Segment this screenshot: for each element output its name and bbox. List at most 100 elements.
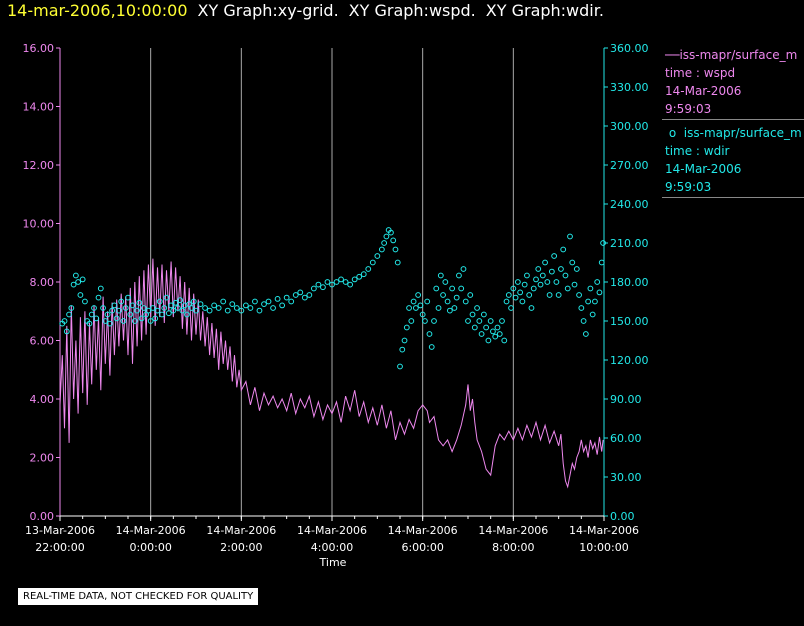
wdir-point [86, 320, 93, 327]
wdir-point [390, 237, 397, 244]
x-tick-label-date: 14-Mar-2006 [297, 524, 367, 537]
wdir-point [338, 276, 344, 283]
wdir-point [412, 305, 419, 311]
y-right-tick-label: 120.00 [610, 354, 649, 367]
wdir-point [544, 279, 551, 285]
legend-wdir-var: time : wdir [665, 144, 730, 158]
wdir-point [329, 281, 335, 288]
wdir-point [152, 315, 159, 322]
wdir-point [533, 276, 539, 283]
wdir-point [118, 298, 125, 305]
wdir-point [75, 279, 82, 285]
wdir-point [503, 298, 510, 305]
wdir-point [399, 346, 406, 353]
wdir-point [499, 318, 505, 324]
wdir-point [129, 302, 136, 309]
x-tick-label-time: 4:00:00 [311, 541, 353, 554]
wdir-point [159, 311, 165, 318]
wdir-point [576, 292, 582, 298]
wdir-point [410, 298, 417, 305]
wdir-point [467, 292, 474, 298]
wdir-point [388, 229, 394, 236]
wdir-point [428, 344, 435, 350]
wdir-point [150, 305, 156, 311]
wdir-point [437, 272, 444, 279]
graph-time: 14-mar-2006,10:00:00 [7, 1, 188, 20]
x-tick-label-date: 14-Mar-2006 [388, 524, 458, 537]
wdir-point [165, 310, 172, 317]
x-tick-label-date: 14-Mar-2006 [478, 524, 548, 537]
wdir-point [564, 285, 571, 292]
wdir-point [553, 279, 560, 285]
wdir-point [415, 292, 422, 298]
y-right-tick-label: 210.00 [610, 237, 649, 250]
wdir-point [224, 307, 231, 314]
wdir-point [528, 305, 535, 311]
legend-wdir-date: 14-Mar-2006 [665, 162, 742, 176]
wdir-point [347, 281, 354, 288]
wdir-point [184, 311, 190, 318]
y-left-tick-label: 8.00 [30, 276, 55, 289]
wdir-point [558, 266, 564, 272]
wdir-point [594, 279, 601, 285]
wdir-point [252, 298, 258, 305]
wdir-point [111, 302, 118, 309]
y-left-tick-label: 2.00 [30, 452, 55, 465]
y-right-tick-label: 240.00 [610, 198, 649, 211]
wdir-point [122, 305, 129, 311]
wdir-point [535, 266, 542, 272]
wdir-point [206, 307, 213, 314]
wdir-point [453, 294, 460, 301]
wdir-point [548, 268, 555, 275]
wdir-point [211, 302, 218, 309]
wdir-point [569, 259, 576, 266]
wdir-point [519, 298, 526, 305]
wdir-point [120, 318, 127, 324]
wdir-point [394, 259, 401, 266]
wdir-point [401, 337, 408, 344]
wdir-point [188, 305, 195, 311]
wdir-point [480, 311, 487, 318]
x-tick-label-time: 6:00:00 [401, 541, 443, 554]
wdir-point [88, 311, 95, 318]
wdir-point [406, 305, 412, 311]
wdir-point [369, 259, 376, 266]
wdir-point [95, 294, 102, 301]
wdir-point [127, 311, 134, 318]
wdir-point [61, 318, 68, 324]
wdir-point [310, 285, 317, 292]
wdir-point [242, 302, 249, 309]
wdir-point [582, 331, 589, 337]
wdir-point [306, 292, 313, 298]
wdir-point [342, 279, 349, 285]
wdir-point [426, 331, 433, 337]
wdir-point [125, 294, 131, 301]
wdir-point [383, 233, 390, 240]
wdir-point [567, 233, 573, 240]
wdir-point [297, 289, 304, 296]
wdir-point [356, 273, 363, 280]
wdir-point [168, 302, 174, 309]
wdir-point [408, 318, 415, 324]
wdir-point [585, 298, 592, 305]
y-right-tick-label: 330.00 [610, 81, 649, 94]
wdir-point [256, 307, 263, 314]
wdir-point [113, 315, 120, 322]
wdir-point [560, 246, 567, 253]
wdir-point [422, 318, 428, 324]
wdir-point [374, 253, 381, 259]
wdir-point [136, 299, 143, 306]
legend-wspd-name: ──iss-mapr/surface_m [665, 48, 798, 62]
wdir-point [451, 305, 458, 311]
wdir-point [100, 305, 106, 311]
wdir-point [478, 331, 485, 337]
wdir-point [598, 259, 605, 266]
wdir-point [485, 337, 492, 344]
wdir-point [444, 298, 451, 305]
wdir-point [483, 324, 490, 331]
y-left-tick-label: 10.00 [23, 218, 55, 231]
legend: ──iss-mapr/surface_m time : wspd 14-Mar-… [662, 46, 804, 202]
wdir-point [220, 298, 227, 305]
wdir-point [505, 292, 512, 298]
y-right-tick-label: 150.00 [610, 315, 649, 328]
